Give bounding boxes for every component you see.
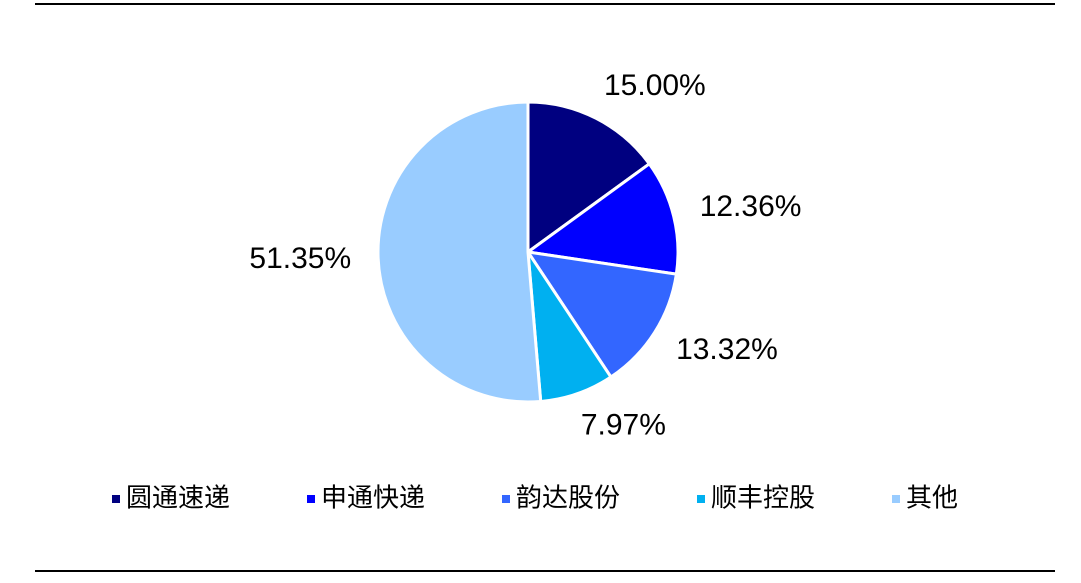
legend-swatch [502, 495, 510, 503]
pie-slice [524, 250, 679, 380]
legend-swatch [892, 495, 900, 503]
data-label: 15.00% [604, 69, 706, 102]
legend-label: 韵达股份 [516, 484, 620, 514]
legend-swatch [112, 495, 120, 503]
legend-label: 圆通速递 [126, 484, 230, 514]
legend-label: 申通快递 [321, 484, 425, 514]
legend-swatch [307, 495, 315, 503]
pie-slice [526, 100, 652, 255]
data-label: 12.36% [700, 190, 802, 223]
data-label: 7.97% [581, 409, 666, 442]
legend-label: 顺丰控股 [711, 484, 815, 514]
pie-slice [524, 161, 680, 276]
pie-slice [376, 100, 543, 404]
legend-label: 其他 [906, 484, 958, 514]
data-label: 13.32% [676, 333, 778, 366]
legend-swatch [697, 495, 705, 503]
data-label: 51.35% [249, 242, 351, 275]
